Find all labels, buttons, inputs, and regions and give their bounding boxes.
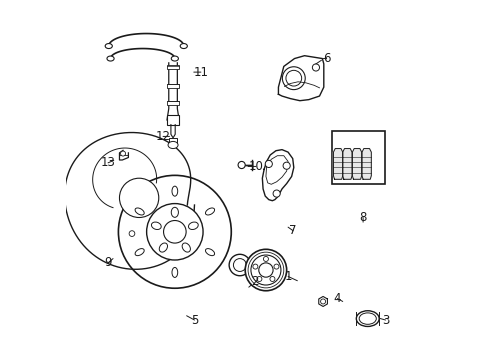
Text: 9: 9 — [104, 256, 112, 269]
Ellipse shape — [358, 313, 376, 324]
Circle shape — [285, 70, 301, 86]
Polygon shape — [342, 149, 351, 179]
Circle shape — [119, 178, 159, 217]
Polygon shape — [361, 149, 370, 179]
Circle shape — [282, 67, 305, 90]
Circle shape — [252, 264, 257, 269]
Bar — [168, 138, 177, 144]
Polygon shape — [278, 56, 323, 101]
Text: 3: 3 — [381, 314, 388, 327]
Ellipse shape — [356, 311, 378, 327]
Polygon shape — [262, 150, 293, 201]
Ellipse shape — [105, 44, 112, 49]
Circle shape — [238, 161, 244, 168]
Text: 6: 6 — [322, 52, 330, 65]
Bar — [166, 65, 179, 69]
Circle shape — [273, 264, 278, 269]
Text: 10: 10 — [248, 160, 263, 173]
Circle shape — [283, 162, 290, 169]
Circle shape — [146, 203, 203, 260]
Ellipse shape — [205, 249, 214, 256]
Bar — [166, 84, 179, 88]
Circle shape — [263, 256, 268, 261]
Polygon shape — [352, 149, 361, 179]
Bar — [166, 101, 179, 105]
Circle shape — [163, 221, 186, 243]
Ellipse shape — [180, 44, 187, 49]
Ellipse shape — [188, 222, 198, 230]
Circle shape — [258, 263, 272, 277]
Ellipse shape — [171, 56, 178, 61]
Bar — [166, 115, 179, 125]
Circle shape — [244, 249, 286, 291]
Text: 11: 11 — [193, 66, 208, 78]
Circle shape — [320, 299, 325, 304]
Polygon shape — [333, 149, 342, 179]
Text: 5: 5 — [190, 314, 198, 327]
Circle shape — [118, 175, 231, 288]
Circle shape — [233, 258, 246, 271]
Ellipse shape — [151, 222, 161, 230]
Ellipse shape — [135, 208, 144, 215]
Ellipse shape — [171, 207, 178, 217]
Text: 12: 12 — [155, 130, 170, 143]
Ellipse shape — [135, 249, 144, 256]
Text: 4: 4 — [333, 292, 341, 305]
Text: 7: 7 — [289, 224, 296, 237]
Circle shape — [250, 255, 281, 285]
Circle shape — [229, 254, 250, 276]
Ellipse shape — [107, 56, 114, 61]
Bar — [331, 131, 384, 184]
Text: 8: 8 — [359, 211, 366, 224]
Circle shape — [269, 276, 274, 282]
Text: 2: 2 — [251, 275, 259, 288]
Text: 1: 1 — [284, 270, 291, 283]
Ellipse shape — [205, 208, 214, 215]
Ellipse shape — [159, 243, 167, 252]
Circle shape — [256, 276, 262, 282]
Ellipse shape — [168, 141, 178, 149]
Circle shape — [264, 160, 272, 167]
Ellipse shape — [172, 267, 177, 278]
Ellipse shape — [182, 243, 190, 252]
Text: 13: 13 — [101, 156, 115, 169]
Ellipse shape — [172, 186, 177, 196]
Circle shape — [272, 190, 280, 197]
Circle shape — [129, 231, 135, 237]
Polygon shape — [64, 132, 194, 269]
Circle shape — [312, 64, 319, 71]
Circle shape — [121, 151, 125, 156]
